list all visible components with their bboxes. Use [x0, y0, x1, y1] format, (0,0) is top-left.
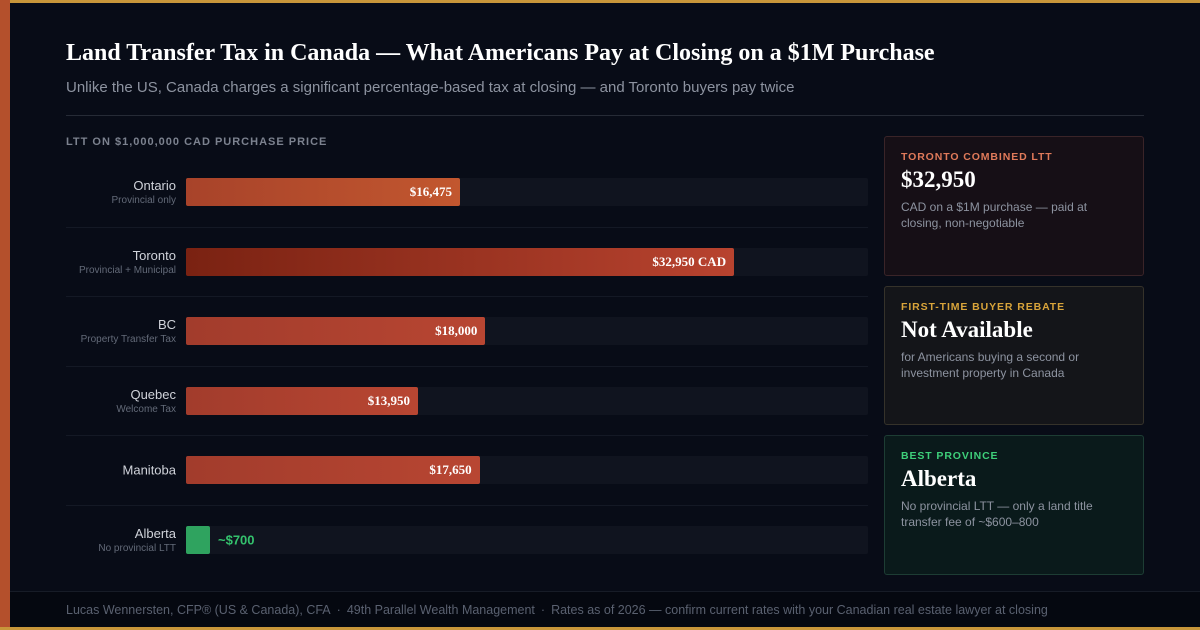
bar-track-manitoba: $17,650 — [186, 456, 868, 485]
bar-quebec: $13,950 — [186, 386, 419, 415]
category-label-bc: BC — [157, 317, 176, 333]
bar-track-bc: $18,000 — [186, 317, 868, 346]
bar-chart: Ontario Provincial only $16,475 Toronto Prov… — [66, 158, 868, 575]
footer-author: Lucas Wennersten, CFP® (US & Canada), CF… — [66, 603, 331, 617]
bar-toronto: $32,950 CAD — [186, 247, 735, 276]
bar-labels-ontario: Ontario Provincial only — [66, 178, 176, 206]
data-label-manitoba: $17,650 — [429, 462, 472, 478]
bar-alberta: ~$700 — [186, 526, 255, 555]
category-label-alberta: Alberta — [134, 526, 176, 542]
data-label-quebec: $13,950 — [367, 392, 411, 408]
footer-band — [10, 591, 1200, 627]
data-label-ontario: $16,475 — [409, 184, 453, 200]
bar-track-alberta: ~$700 — [186, 526, 868, 555]
data-label-toronto: $32,950 CAD — [652, 253, 727, 269]
bar-row-quebec: Quebec Welcome Tax $13,950 — [66, 367, 868, 436]
category-sublabel-alberta: No provincial LTT — [98, 543, 176, 555]
top-accent-strip — [0, 0, 1200, 3]
bar-row-manitoba: Manitoba $17,650 — [66, 436, 868, 506]
footer-separator: · — [540, 603, 546, 617]
category-label-quebec: Quebec — [130, 386, 176, 402]
best-card-value: Alberta — [901, 466, 977, 491]
rebate-card-value: Not Available — [901, 317, 1033, 342]
category-sublabel-toronto: Provincial + Municipal — [79, 264, 176, 276]
bar-labels-manitoba: Manitoba — [66, 463, 176, 478]
toronto-ltt-card: TORONTO COMBINED LTT $32,950 CAD on a $1… — [884, 136, 1144, 276]
bar-bc: $18,000 — [186, 317, 486, 346]
data-label-bc: $18,000 — [435, 323, 478, 339]
toronto-card-value: $32,950 — [901, 167, 976, 192]
bar-labels-quebec: Quebec Welcome Tax — [66, 387, 176, 415]
chart-title: LTT ON $1,000,000 CAD PURCHASE PRICE — [66, 136, 328, 148]
best-card-desc: No provincial LTT — only a land title tr… — [901, 499, 1093, 529]
footer-firm: 49th Parallel Wealth Management — [346, 603, 535, 617]
bar-row-alberta: Alberta No provincial LTT ~$700 — [66, 506, 868, 576]
bar-track-toronto: $32,950 CAD — [186, 247, 868, 276]
rebate-card: FIRST-TIME BUYER REBATE Not Available fo… — [884, 286, 1144, 425]
page-subtitle: Unlike the US, Canada charges a signific… — [66, 79, 795, 96]
data-label-alberta: ~$700 — [218, 532, 255, 548]
bar-track-ontario: $16,475 — [186, 178, 868, 207]
bar-labels-alberta: Alberta No provincial LTT — [66, 526, 176, 554]
category-label-toronto: Toronto — [132, 247, 176, 263]
footer-note: Rates as of 2026 — confirm current rates… — [551, 603, 1048, 617]
left-accent-strip — [0, 0, 10, 630]
footer-separator: · — [336, 603, 341, 617]
bar-manitoba: $17,650 — [186, 456, 480, 485]
rebate-card-kicker: FIRST-TIME BUYER REBATE — [901, 301, 1066, 313]
best-province-card: BEST PROVINCE Alberta No provincial LTT … — [884, 435, 1144, 575]
category-sublabel-quebec: Welcome Tax — [116, 403, 176, 415]
footer: Lucas Wennersten, CFP® (US & Canada), CF… — [66, 603, 1048, 617]
bar-row-bc: BC Property Transfer Tax $18,000 — [66, 297, 868, 367]
category-sublabel-bc: Property Transfer Tax — [80, 334, 176, 346]
bar-row-toronto: Toronto Provincial + Municipal $32,950 CAD — [66, 228, 868, 297]
rebate-card-desc: for Americans buying a second or investm… — [901, 350, 1080, 380]
header-divider — [66, 115, 1144, 116]
toronto-card-kicker: TORONTO COMBINED LTT — [901, 151, 1053, 163]
best-card-kicker: BEST PROVINCE — [901, 450, 999, 462]
category-label-manitoba: Manitoba — [122, 462, 176, 478]
bar-row-ontario: Ontario Provincial only $16,475 — [66, 158, 868, 228]
category-sublabel-ontario: Provincial only — [111, 195, 176, 207]
bar-track-quebec: $13,950 — [186, 386, 868, 415]
bar-ontario: $16,475 — [186, 178, 461, 207]
page-title: Land Transfer Tax in Canada — What Ameri… — [66, 40, 935, 66]
category-label-ontario: Ontario — [133, 178, 176, 194]
bar-labels-toronto: Toronto Provincial + Municipal — [66, 248, 176, 276]
bar-labels-bc: BC Property Transfer Tax — [66, 317, 176, 345]
toronto-card-desc: CAD on a $1M purchase — paid at closing,… — [901, 200, 1088, 230]
bottom-accent-strip — [0, 627, 1200, 630]
